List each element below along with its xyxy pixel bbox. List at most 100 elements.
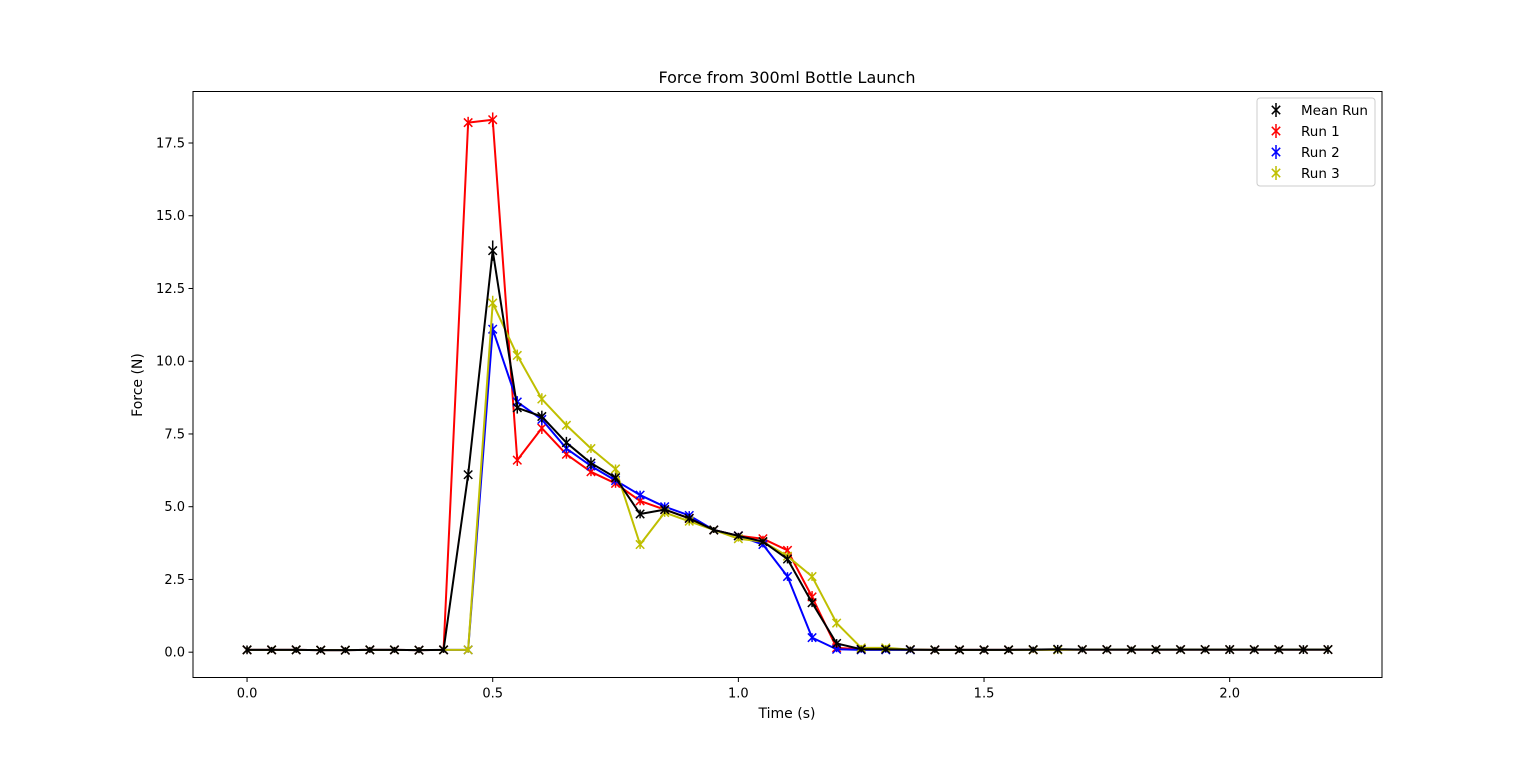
marker	[807, 571, 817, 582]
data-point	[291, 645, 301, 655]
legend-marker	[1271, 126, 1281, 136]
data-point	[1274, 644, 1284, 655]
marker	[1274, 644, 1284, 655]
data-point	[659, 504, 670, 515]
data-point	[1151, 644, 1161, 655]
data-point	[635, 539, 645, 550]
marker	[635, 490, 645, 500]
data-point	[1175, 644, 1186, 655]
data-point	[1323, 644, 1333, 655]
marker	[487, 245, 498, 256]
marker	[610, 472, 621, 483]
axes-frame	[192, 91, 1383, 678]
marker	[487, 298, 498, 308]
x-axis-label: Time (s)	[758, 706, 816, 722]
data-point	[610, 472, 621, 483]
marker	[1028, 644, 1038, 655]
data-point	[1200, 644, 1210, 655]
data-point	[856, 644, 866, 655]
marker	[659, 504, 670, 515]
legend-item-run-2: Run 2	[1271, 145, 1340, 161]
data-point	[266, 645, 277, 655]
data-point	[610, 464, 621, 474]
legend-item-run-3: Run 3	[1271, 166, 1340, 182]
legend-marker	[1271, 105, 1281, 115]
marker	[1126, 644, 1137, 655]
data-point	[463, 645, 473, 655]
data-point	[1126, 644, 1137, 655]
marker	[586, 458, 596, 468]
data-point	[807, 597, 817, 608]
x-tick-label: 1.0	[728, 687, 749, 702]
marker	[463, 645, 473, 655]
marker	[1224, 644, 1235, 655]
data-point	[1249, 644, 1259, 655]
data-point	[881, 644, 891, 655]
data-point	[954, 645, 965, 655]
data-point	[389, 645, 400, 655]
y-tick-label: 12.5	[156, 282, 185, 297]
data-point	[561, 436, 572, 449]
chart-title: Force from 300ml Bottle Launch	[659, 68, 916, 87]
legend-box	[1256, 97, 1376, 187]
data-point	[979, 645, 989, 655]
marker	[537, 394, 547, 404]
data-point	[1224, 644, 1235, 655]
data-point	[733, 531, 744, 541]
marker	[586, 443, 596, 454]
marker	[807, 597, 817, 608]
legend-item-run-1: Run 1	[1271, 124, 1340, 140]
data-point	[512, 349, 523, 362]
marker	[1200, 644, 1210, 655]
x-tick-label: 2.0	[1219, 687, 1240, 702]
series-mean-run	[242, 240, 1333, 655]
data-point	[487, 240, 498, 261]
marker	[414, 645, 424, 655]
legend-marker	[1271, 168, 1281, 178]
marker	[537, 423, 547, 433]
data-point	[512, 454, 523, 466]
y-tick-label: 15.0	[156, 209, 185, 224]
data-point	[684, 513, 694, 524]
data-point	[340, 645, 351, 655]
y-tick-label: 7.5	[164, 427, 185, 442]
marker	[291, 645, 301, 655]
data-point	[1028, 644, 1038, 655]
data-point	[831, 618, 842, 628]
marker	[1249, 644, 1259, 655]
y-tick-label: 10.0	[156, 355, 185, 370]
data-point	[1102, 644, 1112, 655]
data-point	[487, 295, 498, 311]
data-point	[782, 554, 793, 564]
legend-label: Mean Run	[1301, 103, 1368, 119]
marker	[782, 571, 793, 582]
y-tick-label: 17.5	[156, 137, 185, 152]
marker	[758, 536, 768, 547]
data-point	[1003, 645, 1014, 655]
data-point	[316, 645, 326, 655]
marker	[881, 644, 891, 655]
marker	[709, 525, 719, 535]
legend-item-mean-run: Mean Run	[1271, 103, 1368, 119]
marker	[316, 645, 326, 655]
plot-area	[242, 112, 1333, 655]
marker	[512, 403, 523, 413]
marker	[365, 645, 375, 655]
data-point	[807, 571, 817, 582]
x-tick-label: 0.0	[237, 687, 258, 702]
marker	[954, 645, 965, 655]
data-point	[414, 645, 424, 655]
y-tick-label: 2.5	[164, 573, 185, 588]
marker	[512, 350, 523, 361]
data-point	[561, 420, 572, 430]
data-point	[635, 509, 645, 519]
marker	[1151, 644, 1161, 655]
marker	[610, 464, 621, 474]
marker	[856, 644, 866, 655]
marker	[512, 455, 523, 465]
marker	[684, 513, 694, 524]
data-point	[782, 571, 793, 582]
marker	[733, 531, 744, 541]
data-point	[807, 632, 817, 643]
